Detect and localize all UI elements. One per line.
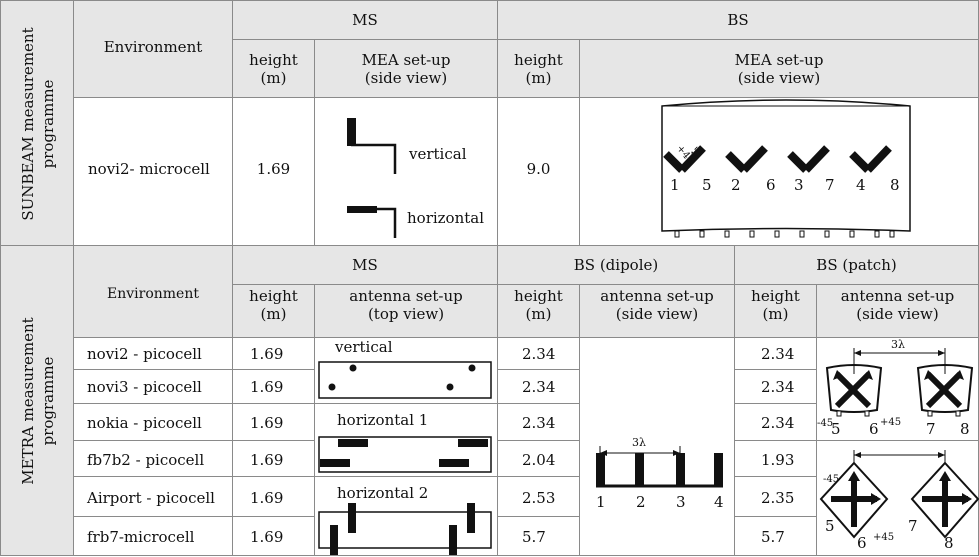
metra-bs-patch-header: BS (patch) <box>734 245 979 285</box>
dipole-number: 2 <box>636 493 646 511</box>
ms-setup-horizontal1: horizontal 1 <box>314 403 498 477</box>
sunbeam-ms-setup-header: MEA set-up (side view) <box>314 39 498 98</box>
table-cell-patch-height: 1.93 <box>734 440 817 477</box>
ms-mea-diagram <box>347 118 397 238</box>
environment-header-text: Environment <box>103 38 203 56</box>
table-cell-ms-height: 1.69 <box>232 369 315 404</box>
patch-cross-diagram <box>825 348 974 417</box>
bs-element-number: 6 <box>766 176 776 194</box>
vertical-label: vertical <box>409 145 467 163</box>
metra-section-label: METRA measurement programme <box>0 245 74 556</box>
table-cell-ms-height: 1.69 <box>232 337 315 370</box>
sunbeam-ms-header: MS <box>232 0 498 40</box>
sunbeam-bs-height-header: height (m) <box>497 39 580 98</box>
sunbeam-bs-height-cell: 9.0 <box>497 97 580 246</box>
table-cell-dipole-height: 2.53 <box>497 476 580 517</box>
table-cell-dipole-height: 2.34 <box>497 337 580 370</box>
bs-element-number: 7 <box>825 176 835 194</box>
dipole-array-diagram <box>596 446 723 488</box>
patch-spacing-label: 3λ <box>891 338 905 351</box>
table-cell-ms-height: 1.69 <box>232 516 315 556</box>
sunbeam-title: SUNBEAM measurement programme <box>19 27 57 221</box>
bs-element-number: 4 <box>856 176 866 194</box>
metra-dipole-height-header: height (m) <box>497 284 580 338</box>
metra-ms-header: MS <box>232 245 498 285</box>
bs-mea-diagram <box>661 99 911 238</box>
horizontal-label: horizontal <box>407 209 485 227</box>
dipole-spacing-label: 3λ <box>632 436 646 449</box>
metra-patch-height-header: height (m) <box>734 284 817 338</box>
sunbeam-bs-setup-cell: +45 -45 1 5 2 6 3 7 4 8 <box>579 97 979 246</box>
horizontal2-label: horizontal 2 <box>337 484 429 502</box>
table-row-env: fb7b2 - picocell <box>73 440 233 477</box>
sunbeam-bs-setup-header: MEA set-up (side view) <box>579 39 979 98</box>
sunbeam-section-label: SUNBEAM measurement programme <box>0 0 74 246</box>
sunbeam-ms-height-header: height (m) <box>232 39 315 98</box>
patch-setup-top: 3λ -45 5 6 +45 7 8 <box>816 337 979 441</box>
vertical-antenna-diagram <box>318 361 492 399</box>
dipole-setup-cell: 3λ 1 2 3 4 <box>579 337 735 556</box>
table-cell-patch-height: 2.34 <box>734 403 817 441</box>
vertical-label: vertical <box>335 338 393 356</box>
bs-element-number: 2 <box>731 176 741 194</box>
dipole-number: 4 <box>714 493 724 511</box>
table-cell-patch-height: 2.34 <box>734 369 817 404</box>
table-row-env: Airport - picocell <box>73 476 233 517</box>
table-row-env: novi2 - picocell <box>73 337 233 370</box>
metra-ms-height-header: height (m) <box>232 284 315 338</box>
sunbeam-ms-setup-cell: vertical horizontal <box>314 97 498 246</box>
bs-element-number: 5 <box>702 176 712 194</box>
bs-element-number: 8 <box>890 176 900 194</box>
sunbeam-environment-header: Environment <box>73 0 233 98</box>
dipole-number: 3 <box>676 493 686 511</box>
dipole-number: 1 <box>596 493 606 511</box>
horizontal1-antenna-diagram <box>318 436 492 473</box>
bs-element-number: 3 <box>794 176 804 194</box>
metra-bs-dipole-header: BS (dipole) <box>497 245 735 285</box>
sunbeam-bs-header: BS <box>497 0 979 40</box>
table-cell-patch-height: 2.35 <box>734 476 817 517</box>
table-cell-ms-height: 1.69 <box>232 476 315 517</box>
table-row-env: novi3 - picocell <box>73 369 233 404</box>
metra-title: METRA measurement programme <box>19 317 57 485</box>
table-cell-dipole-height: 2.04 <box>497 440 580 477</box>
table-cell-dipole-height: 2.34 <box>497 403 580 441</box>
bs-element-number: 1 <box>670 176 680 194</box>
sunbeam-ms-height-cell: 1.69 <box>232 97 315 246</box>
ms-setup-horizontal2: horizontal 2 <box>314 476 498 556</box>
table-cell-patch-height: 5.7 <box>734 516 817 556</box>
table-row-env: nokia - picocell <box>73 403 233 441</box>
patch-setup-bottom: -45 5 6 +45 7 8 <box>816 440 979 556</box>
metra-ms-setup-header: antenna set-up (top view) <box>314 284 498 338</box>
table-row-env: frb7-microcell <box>73 516 233 556</box>
horizontal1-label: horizontal 1 <box>337 411 429 429</box>
environment-name: novi2- microcell <box>88 160 210 178</box>
sunbeam-env-cell: novi2- microcell <box>73 97 233 246</box>
metra-patch-setup-header: antenna set-up (side view) <box>816 284 979 338</box>
table-cell-dipole-height: 5.7 <box>497 516 580 556</box>
table-cell-ms-height: 1.69 <box>232 403 315 441</box>
table-cell-ms-height: 1.69 <box>232 440 315 477</box>
patch-diamond-diagram <box>819 450 979 539</box>
metra-environment-header: Environment <box>73 245 233 338</box>
horizontal2-antenna-diagram <box>318 503 492 555</box>
table-cell-dipole-height: 2.34 <box>497 369 580 404</box>
ms-setup-vertical: vertical <box>314 337 498 404</box>
metra-dipole-setup-header: antenna set-up (side view) <box>579 284 735 338</box>
table-cell-patch-height: 2.34 <box>734 337 817 370</box>
